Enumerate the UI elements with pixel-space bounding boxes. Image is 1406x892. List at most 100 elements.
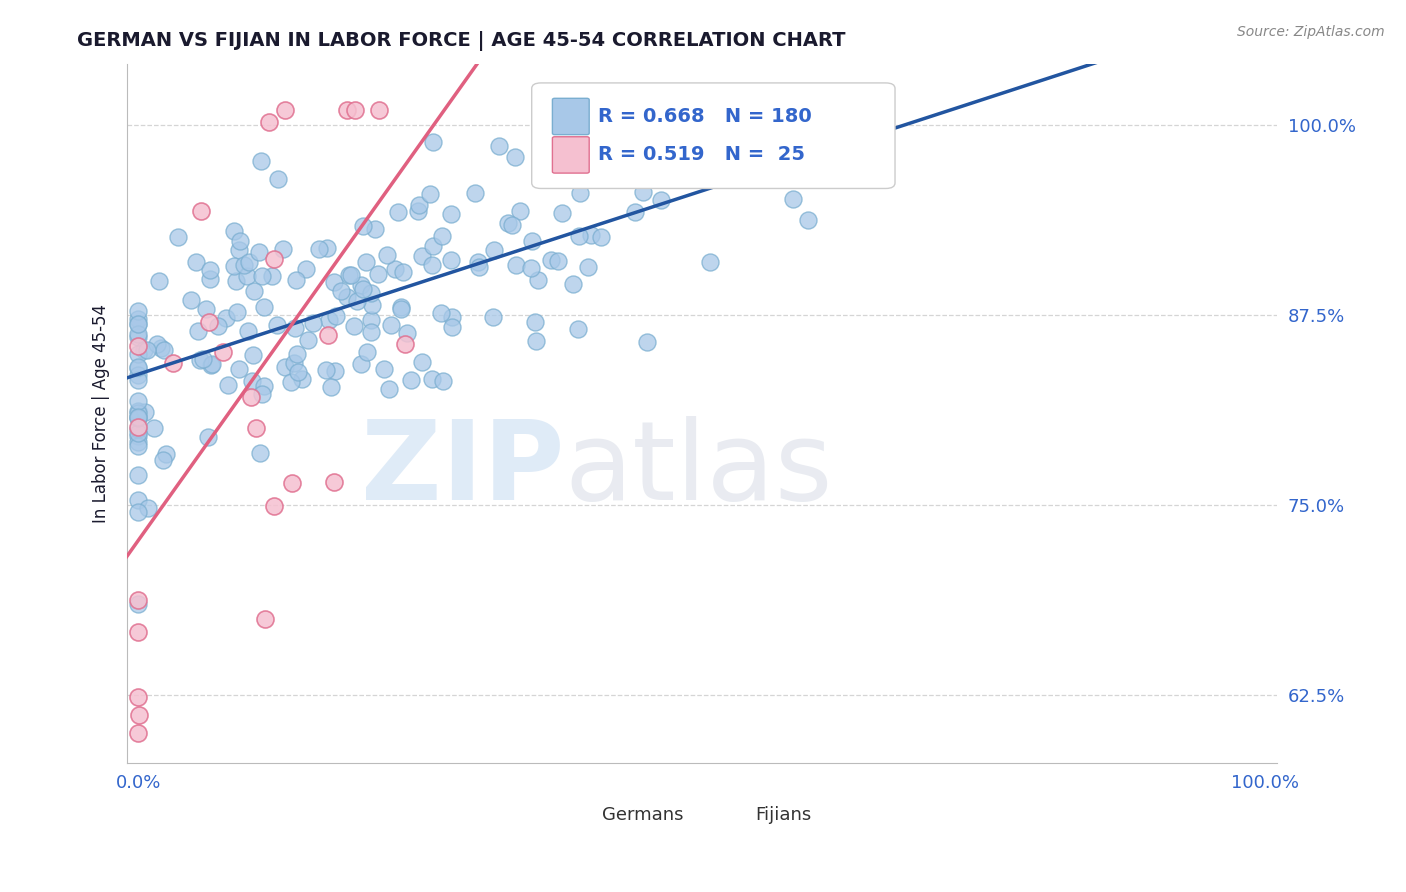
Point [356, 344, 378, 359]
Point [253, 300, 276, 314]
Point [567, 322, 589, 336]
Point [323, 276, 346, 290]
Point [354, 255, 377, 269]
Text: GERMAN VS FIJIAN IN LABOR FORCE | AGE 45-54 CORRELATION CHART: GERMAN VS FIJIAN IN LABOR FORCE | AGE 45… [77, 31, 846, 51]
Point [464, 186, 486, 200]
Point [127, 410, 149, 425]
Point [384, 261, 406, 276]
Point [315, 363, 337, 377]
Point [367, 103, 389, 117]
Point [132, 343, 155, 358]
Point [225, 274, 247, 288]
Point [127, 318, 149, 332]
Point [440, 252, 463, 267]
Point [166, 230, 188, 244]
Point [252, 379, 274, 393]
Point [360, 312, 382, 326]
Point [785, 142, 807, 156]
Point [440, 320, 463, 334]
Point [360, 285, 382, 300]
Point [343, 103, 366, 117]
Point [576, 260, 599, 274]
Point [207, 319, 229, 334]
Point [367, 267, 389, 281]
Point [568, 229, 591, 244]
Point [337, 268, 360, 283]
Point [200, 358, 222, 372]
Point [389, 300, 412, 314]
Point [127, 421, 149, 435]
Point [284, 321, 307, 335]
Point [488, 139, 510, 153]
Point [143, 421, 166, 435]
Point [302, 317, 325, 331]
Point [579, 227, 602, 242]
Point [127, 690, 149, 704]
Point [273, 360, 295, 375]
Point [127, 725, 149, 739]
Point [503, 151, 526, 165]
Point [547, 253, 569, 268]
Point [323, 364, 346, 378]
Point [127, 360, 149, 375]
Point [540, 253, 562, 268]
Point [316, 327, 339, 342]
Point [271, 242, 294, 256]
Point [222, 224, 245, 238]
Point [636, 335, 658, 350]
Point [430, 229, 453, 244]
Point [420, 258, 443, 272]
FancyBboxPatch shape [568, 800, 598, 830]
Point [162, 356, 184, 370]
Point [127, 326, 149, 341]
Point [225, 305, 247, 319]
Point [274, 103, 297, 117]
Point [136, 500, 159, 515]
Point [287, 347, 309, 361]
Text: atlas: atlas [564, 416, 832, 523]
Point [411, 354, 433, 368]
Point [236, 324, 259, 338]
FancyBboxPatch shape [531, 83, 896, 188]
Text: ZIP: ZIP [360, 416, 564, 523]
Point [411, 249, 433, 263]
Point [257, 115, 280, 129]
Point [797, 103, 820, 117]
Point [524, 334, 547, 349]
Point [238, 255, 260, 269]
Point [377, 382, 399, 396]
Point [375, 248, 398, 262]
Point [323, 475, 346, 489]
FancyBboxPatch shape [553, 98, 589, 135]
Point [127, 338, 149, 352]
Point [232, 258, 254, 272]
Point [432, 374, 454, 388]
Point [336, 103, 359, 117]
Point [250, 386, 273, 401]
Point [155, 447, 177, 461]
FancyBboxPatch shape [553, 136, 589, 173]
Point [198, 315, 221, 329]
Point [391, 265, 413, 279]
Point [316, 241, 339, 255]
Point [134, 405, 156, 419]
Point [127, 419, 149, 434]
Point [780, 164, 803, 178]
Point [247, 245, 270, 260]
Point [399, 374, 422, 388]
Point [249, 446, 271, 460]
Point [253, 612, 276, 626]
Point [505, 258, 527, 272]
Point [551, 206, 574, 220]
Point [127, 373, 149, 387]
Point [396, 326, 419, 340]
Point [266, 318, 288, 333]
Point [252, 269, 274, 284]
Point [263, 499, 285, 513]
Point [127, 505, 149, 519]
Point [519, 260, 541, 275]
Point [218, 378, 240, 392]
Point [127, 304, 149, 318]
Point [127, 434, 149, 449]
Point [422, 239, 444, 253]
